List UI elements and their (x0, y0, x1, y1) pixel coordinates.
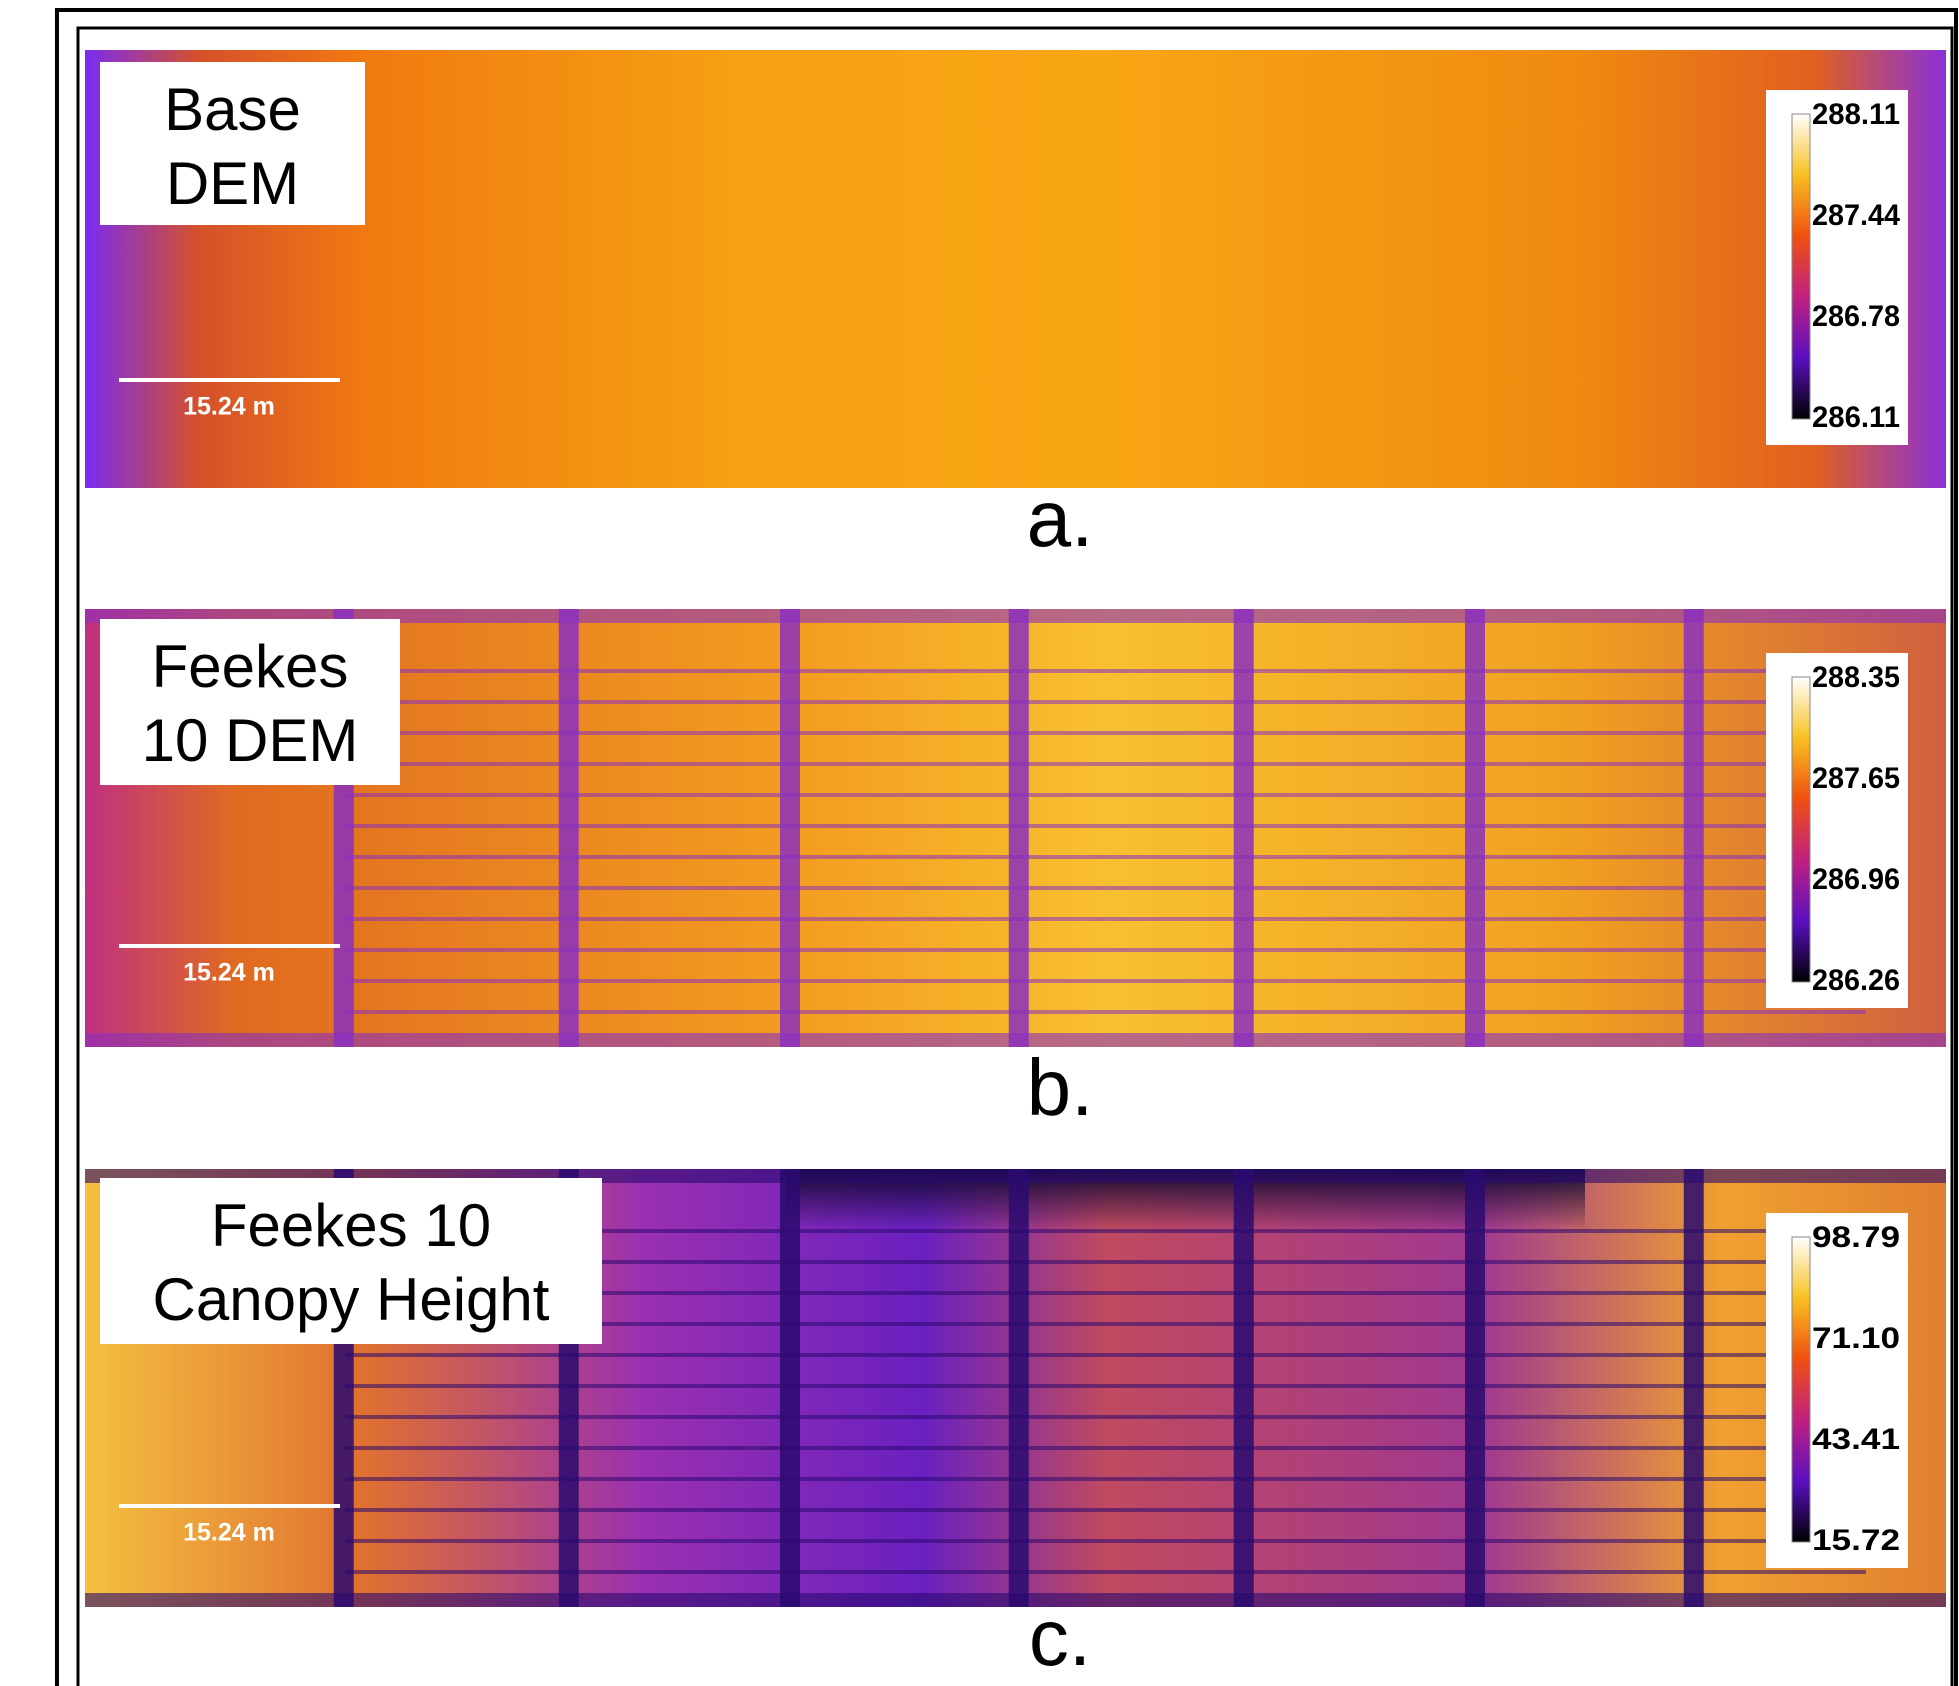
panel-label: Base (164, 76, 301, 143)
colorbar-tick-label: 286.96 (1812, 863, 1900, 896)
colorbar: 98.79 71.10 43.41 15.72 (1766, 1213, 1908, 1568)
panel-label: Canopy Height (153, 1266, 550, 1333)
colorbar-tick-label: 43.41 (1812, 1423, 1900, 1456)
colorbar-box (1766, 1213, 1908, 1568)
scale-label: 15.24 m (183, 393, 275, 421)
plot-alley (1465, 609, 1485, 1047)
colorbar: 288.11 287.44 286.78 286.11 (1766, 90, 1908, 445)
map-edge (85, 1033, 1946, 1047)
plot-alley (1234, 609, 1254, 1047)
colorbar-tick-label: 98.79 (1812, 1221, 1900, 1254)
colorbar-tick-label: 286.78 (1812, 300, 1900, 333)
plot-alley (780, 1169, 800, 1607)
colorbar: 288.35 287.65 286.96 286.26 (1766, 653, 1908, 1008)
panel-label: DEM (166, 150, 299, 217)
plot-alley (1009, 1169, 1029, 1607)
colorbar-box (1766, 653, 1908, 1008)
figure: 15.24 m 288.11 287.44 286.78 286.11 Base DEM a.… (0, 0, 1959, 1686)
plot-alley (1684, 609, 1704, 1047)
panel-caption: b. (1027, 1043, 1094, 1132)
colorbar-tick-label: 287.44 (1812, 199, 1900, 232)
colorbar-box (1766, 90, 1908, 445)
plot-alley (1009, 609, 1029, 1047)
panel-label: 10 DEM (142, 707, 359, 774)
plot-alley (780, 609, 800, 1047)
colorbar-tick-label: 288.35 (1812, 661, 1900, 694)
colorbar-tick-label: 71.10 (1812, 1322, 1900, 1355)
scale-label: 15.24 m (183, 959, 275, 987)
colorbar-tick-label: 286.11 (1812, 401, 1900, 434)
panel-label: Feekes 10 (211, 1192, 491, 1259)
plot-alley (1465, 1169, 1485, 1607)
panel-label: Feekes (152, 633, 349, 700)
colorbar-tick-label: 288.11 (1812, 98, 1900, 131)
scale-label: 15.24 m (183, 1519, 275, 1547)
panel-caption: a. (1027, 474, 1094, 563)
plot-alley (559, 609, 579, 1047)
panel-caption: c. (1029, 1593, 1091, 1682)
plot-alley (1684, 1169, 1704, 1607)
colorbar-ramp (1792, 1237, 1810, 1542)
colorbar-tick-label: 286.26 (1812, 964, 1900, 997)
plot-alley (1234, 1169, 1254, 1607)
map-edge (85, 1593, 1946, 1607)
colorbar-tick-label: 15.72 (1812, 1524, 1900, 1557)
colorbar-ramp (1792, 114, 1810, 419)
colorbar-tick-label: 287.65 (1812, 762, 1900, 795)
colorbar-ramp (1792, 677, 1810, 982)
